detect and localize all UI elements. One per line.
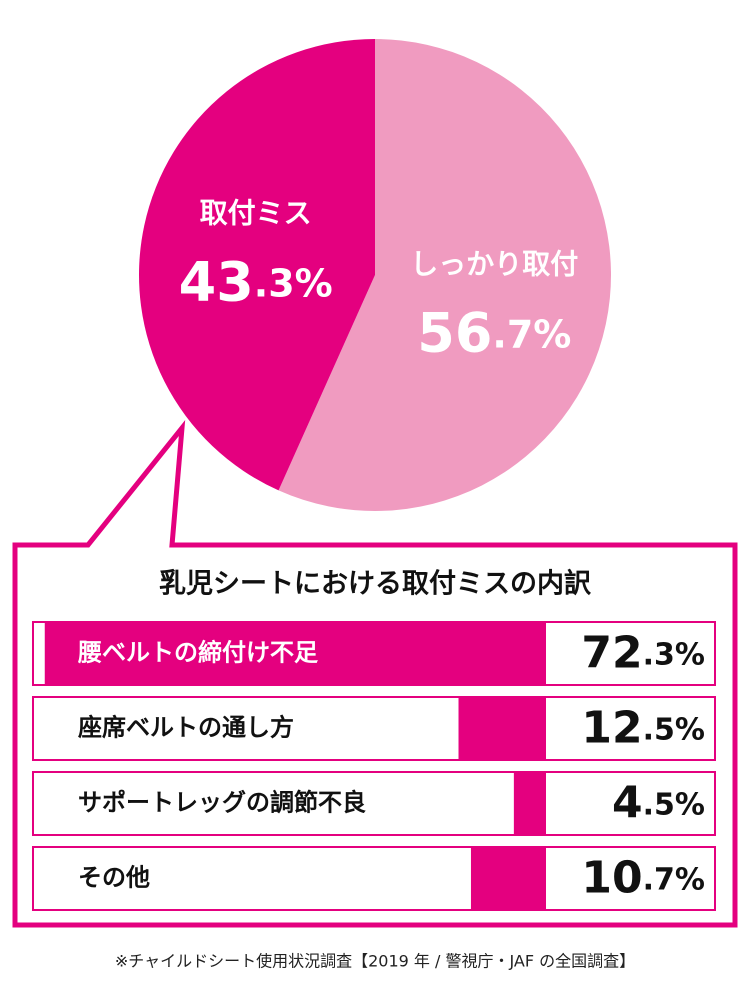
bar [513, 772, 545, 835]
bar [470, 847, 545, 910]
slice-value: 43.3% [179, 250, 333, 313]
row-box [32, 696, 716, 761]
slice-value: 56.7% [417, 301, 571, 364]
row-box [32, 846, 716, 911]
row-box [32, 771, 716, 836]
category-label: サポートレッグの調節不良 [78, 789, 366, 817]
value-label: 10.7% [581, 853, 705, 904]
value-label: 12.5% [581, 703, 705, 754]
value-label: 4.5% [612, 778, 705, 829]
category-label: 座席ベルトの通し方 [78, 714, 294, 742]
breakdown-title: 乳児シートにおける取付ミスの内訳 [159, 568, 592, 600]
bar [458, 697, 545, 760]
bar [44, 622, 546, 685]
slice-label: 取付ミス [200, 197, 312, 230]
footnote: ※チャイルドシート使用状況調査【2019 年 / 警視庁・JAF の全国調査】 [115, 952, 635, 971]
value-label: 72.3% [581, 628, 705, 679]
slice-label: しっかり取付 [410, 247, 578, 280]
category-label: 腰ベルトの締付け不足 [77, 639, 318, 667]
pie-slice [278, 39, 612, 511]
pie-slice [139, 39, 375, 491]
category-label: その他 [78, 864, 150, 892]
